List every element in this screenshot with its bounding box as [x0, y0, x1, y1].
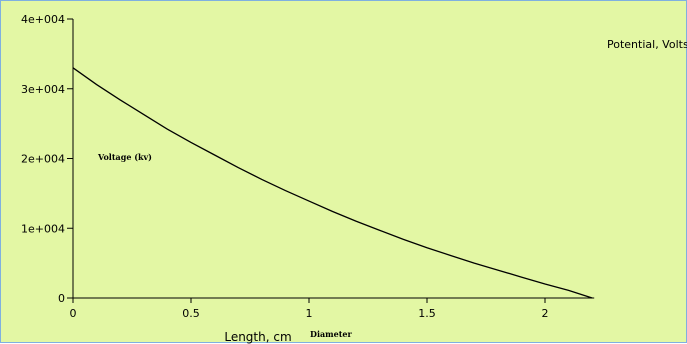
x-tick-label: 2 [542, 307, 549, 320]
x-tick-label: 1.5 [418, 307, 436, 320]
x-tick-label: 0 [70, 307, 77, 320]
series-layer [72, 67, 593, 299]
y-tick-label: 0 [58, 292, 65, 305]
y-tick-label: 1e+004 [21, 222, 65, 235]
y-tick-label: 2e+004 [21, 153, 65, 166]
series-line [72, 67, 593, 299]
legend-entry: Potential, Volts [607, 38, 687, 51]
y-axis: 0 1e+004 2e+004 3e+004 4e+004 [21, 13, 74, 305]
x-tick-label: 0.5 [182, 307, 200, 320]
x-tick-label: 1 [306, 307, 313, 320]
y-tick-label: 4e+004 [21, 13, 65, 26]
annotation-voltage: Voltage (kv) [97, 152, 152, 162]
annotation-diameter: Diameter [310, 329, 353, 339]
x-axis: 0 0.5 1 1.5 2 [70, 297, 595, 320]
x-axis-title: Length, cm [224, 330, 291, 344]
y-tick-label: 3e+004 [21, 83, 65, 96]
